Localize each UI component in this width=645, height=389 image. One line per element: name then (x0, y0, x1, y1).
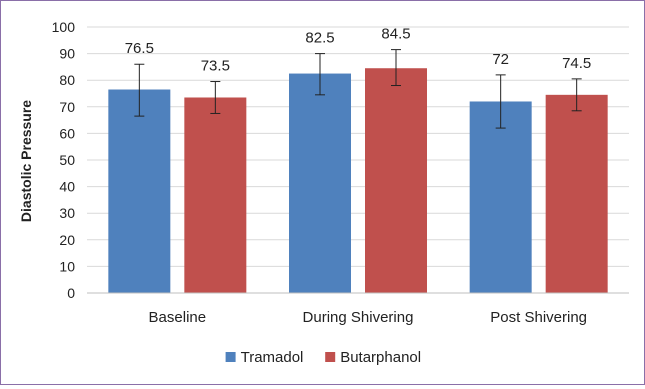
y-tick-label: 40 (59, 179, 75, 195)
data-label: 84.5 (381, 26, 410, 43)
bar-tramadol-2 (289, 73, 351, 293)
legend-label: Butarphanol (340, 349, 421, 366)
y-tick-label: 80 (59, 72, 75, 88)
y-tick-label: 50 (59, 152, 75, 168)
y-tick-label: 30 (59, 205, 75, 221)
y-tick-label: 90 (59, 46, 75, 62)
error-bars (134, 49, 582, 129)
bar-butarphanol-2 (365, 68, 427, 293)
bar-tramadol-1 (108, 89, 171, 293)
category-label: During Shivering (303, 309, 414, 326)
legend-swatch (325, 352, 336, 362)
bar-tramadol-3 (469, 101, 532, 293)
y-tick-label: 70 (59, 99, 75, 115)
bar-butarphanol-3 (545, 94, 608, 293)
legend-swatch (225, 352, 236, 362)
legend: Tramadol Butarphanol (225, 349, 421, 366)
data-label: 73.5 (201, 58, 230, 75)
legend-label: Tramadol (241, 349, 304, 366)
y-tick-label: 60 (59, 125, 75, 141)
data-label: 72 (492, 51, 509, 68)
gridlines (87, 26, 629, 267)
bars (108, 68, 608, 294)
data-labels: 76.5 73.5 82.5 84.5 72 74.5 (125, 26, 592, 75)
data-label: 82.5 (305, 30, 334, 47)
y-axis-title: Diastolic Pressure (18, 100, 34, 222)
category-label: Post Shivering (490, 309, 587, 326)
category-label: Baseline (149, 309, 207, 326)
category-labels: Baseline During Shivering Post Shivering (149, 309, 587, 326)
y-tick-label: 10 (59, 258, 75, 274)
y-tick-label: 20 (59, 232, 75, 248)
data-label: 76.5 (125, 40, 154, 57)
y-tick-label: 100 (52, 19, 76, 35)
y-tick-label: 0 (67, 285, 75, 301)
y-axis-ticks: 0 10 20 30 40 50 60 70 80 90 100 (52, 19, 76, 301)
bar-butarphanol-1 (184, 97, 247, 294)
data-label: 74.5 (562, 55, 591, 72)
